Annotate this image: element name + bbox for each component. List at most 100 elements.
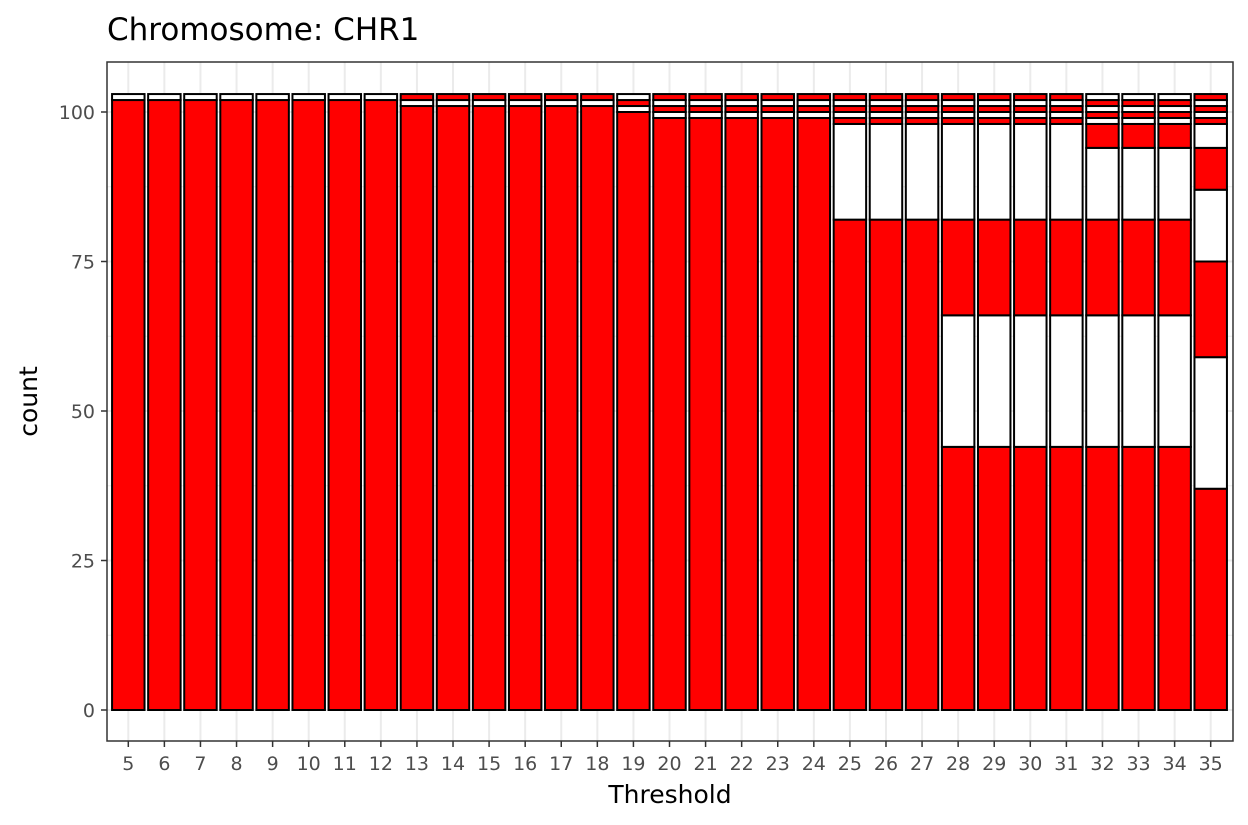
x-tick-label: 30 bbox=[1018, 753, 1042, 775]
x-tick-label: 29 bbox=[982, 753, 1006, 775]
bar-segment bbox=[724, 116, 759, 712]
bar-segment bbox=[832, 122, 868, 221]
x-tick-label: 21 bbox=[693, 753, 717, 775]
bar-segment bbox=[147, 93, 182, 102]
bar-segment bbox=[544, 105, 579, 711]
x-tick-label: 9 bbox=[267, 753, 279, 775]
bar-segment bbox=[1085, 218, 1120, 317]
bar-stack bbox=[111, 93, 146, 712]
bar-segment bbox=[616, 93, 651, 102]
bar-segment bbox=[832, 93, 868, 102]
x-tick-label: 14 bbox=[441, 753, 465, 775]
bar-segment bbox=[976, 93, 1012, 102]
y-tick-label: 0 bbox=[83, 700, 95, 722]
bar-segment bbox=[652, 93, 687, 102]
y-tick-label: 50 bbox=[71, 401, 95, 423]
bar-stack bbox=[760, 93, 795, 712]
bar-stack bbox=[183, 93, 218, 712]
bar-segment bbox=[1193, 356, 1228, 490]
x-tick-label: 6 bbox=[158, 753, 170, 775]
bar-stack bbox=[1085, 93, 1120, 711]
bar-segment bbox=[1049, 93, 1084, 102]
bar-segment bbox=[327, 93, 363, 102]
bar-segment bbox=[1121, 122, 1156, 149]
y-axis-title: count bbox=[14, 366, 43, 437]
bar-segment bbox=[1121, 445, 1156, 711]
bar-segment bbox=[1013, 218, 1048, 317]
bar-segment bbox=[111, 93, 146, 102]
bar-segment bbox=[255, 99, 290, 712]
bar-segment bbox=[976, 122, 1012, 221]
bar-segment bbox=[327, 99, 363, 712]
bar-stack bbox=[616, 93, 651, 711]
chart-title: Chromosome: CHR1 bbox=[107, 12, 419, 48]
bar-stack bbox=[832, 93, 868, 711]
x-axis-title: Threshold bbox=[607, 780, 731, 809]
bar-segment bbox=[1013, 122, 1048, 221]
bar-stack bbox=[724, 93, 759, 712]
x-tick-label: 15 bbox=[477, 753, 501, 775]
bar-stack bbox=[1193, 93, 1228, 711]
bar-segment bbox=[868, 122, 904, 221]
x-tick-label: 33 bbox=[1126, 753, 1150, 775]
bar-segment bbox=[291, 99, 326, 712]
bar-segment bbox=[435, 105, 471, 711]
y-tick-label: 100 bbox=[59, 102, 95, 124]
x-tick-label: 22 bbox=[730, 753, 754, 775]
x-tick-label: 8 bbox=[230, 753, 242, 775]
bar-segment bbox=[1157, 93, 1192, 102]
bar-segment bbox=[832, 218, 868, 711]
bar-segment bbox=[471, 105, 507, 711]
bar-stack bbox=[1013, 93, 1048, 711]
x-tick-label: 20 bbox=[657, 753, 681, 775]
bar-segment bbox=[940, 122, 976, 221]
x-tick-label: 31 bbox=[1054, 753, 1078, 775]
x-tick-label: 19 bbox=[621, 753, 645, 775]
bar-segment bbox=[1121, 146, 1156, 221]
bar-segment bbox=[1085, 93, 1120, 102]
bar-stack bbox=[1049, 93, 1084, 711]
bar-segment bbox=[580, 93, 615, 102]
bar-segment bbox=[507, 105, 543, 711]
bar-stack bbox=[868, 93, 904, 711]
bar-stack bbox=[363, 93, 399, 712]
bar-segment bbox=[976, 314, 1012, 448]
bar-segment bbox=[688, 116, 723, 712]
bar-segment bbox=[940, 314, 976, 448]
bar-stack bbox=[255, 93, 290, 712]
bar-segment bbox=[1157, 445, 1192, 711]
bar-segment bbox=[399, 93, 435, 102]
x-tick-label: 24 bbox=[802, 753, 826, 775]
x-axis-ticks: 5 6 7 8 9 10 11 12 13 14 15 16 17 18 19 20 21 22 23 24 25 26 2… bbox=[122, 741, 1223, 775]
bar-segment bbox=[1013, 93, 1048, 102]
bar-segment bbox=[580, 105, 615, 711]
bar-segment bbox=[616, 111, 651, 711]
bar-segment bbox=[183, 99, 218, 712]
bar-segment bbox=[1193, 93, 1228, 102]
x-tick-label: 28 bbox=[946, 753, 970, 775]
bar-segment bbox=[904, 218, 940, 711]
bar-segment bbox=[976, 445, 1012, 711]
bar-segment bbox=[1085, 445, 1120, 711]
bar-segment bbox=[471, 93, 507, 102]
bar-stack bbox=[147, 93, 182, 712]
bar-stack bbox=[904, 93, 940, 711]
y-tick-label: 25 bbox=[71, 551, 95, 573]
bars bbox=[111, 93, 1228, 712]
bar-segment bbox=[1193, 260, 1228, 359]
bar-segment bbox=[1157, 122, 1192, 149]
bar-segment bbox=[147, 99, 182, 712]
x-tick-label: 35 bbox=[1199, 753, 1223, 775]
bar-segment bbox=[435, 93, 471, 102]
bar-segment bbox=[544, 93, 579, 102]
bar-segment bbox=[1049, 445, 1084, 711]
x-tick-label: 10 bbox=[297, 753, 321, 775]
bar-stack bbox=[796, 93, 832, 712]
bar-stack bbox=[219, 93, 254, 712]
y-axis-ticks: 0 25 50 75 100 bbox=[59, 102, 107, 722]
x-tick-label: 17 bbox=[549, 753, 573, 775]
x-tick-label: 23 bbox=[766, 753, 790, 775]
bar-stack bbox=[471, 93, 507, 711]
x-tick-label: 5 bbox=[122, 753, 134, 775]
bar-segment bbox=[868, 93, 904, 102]
